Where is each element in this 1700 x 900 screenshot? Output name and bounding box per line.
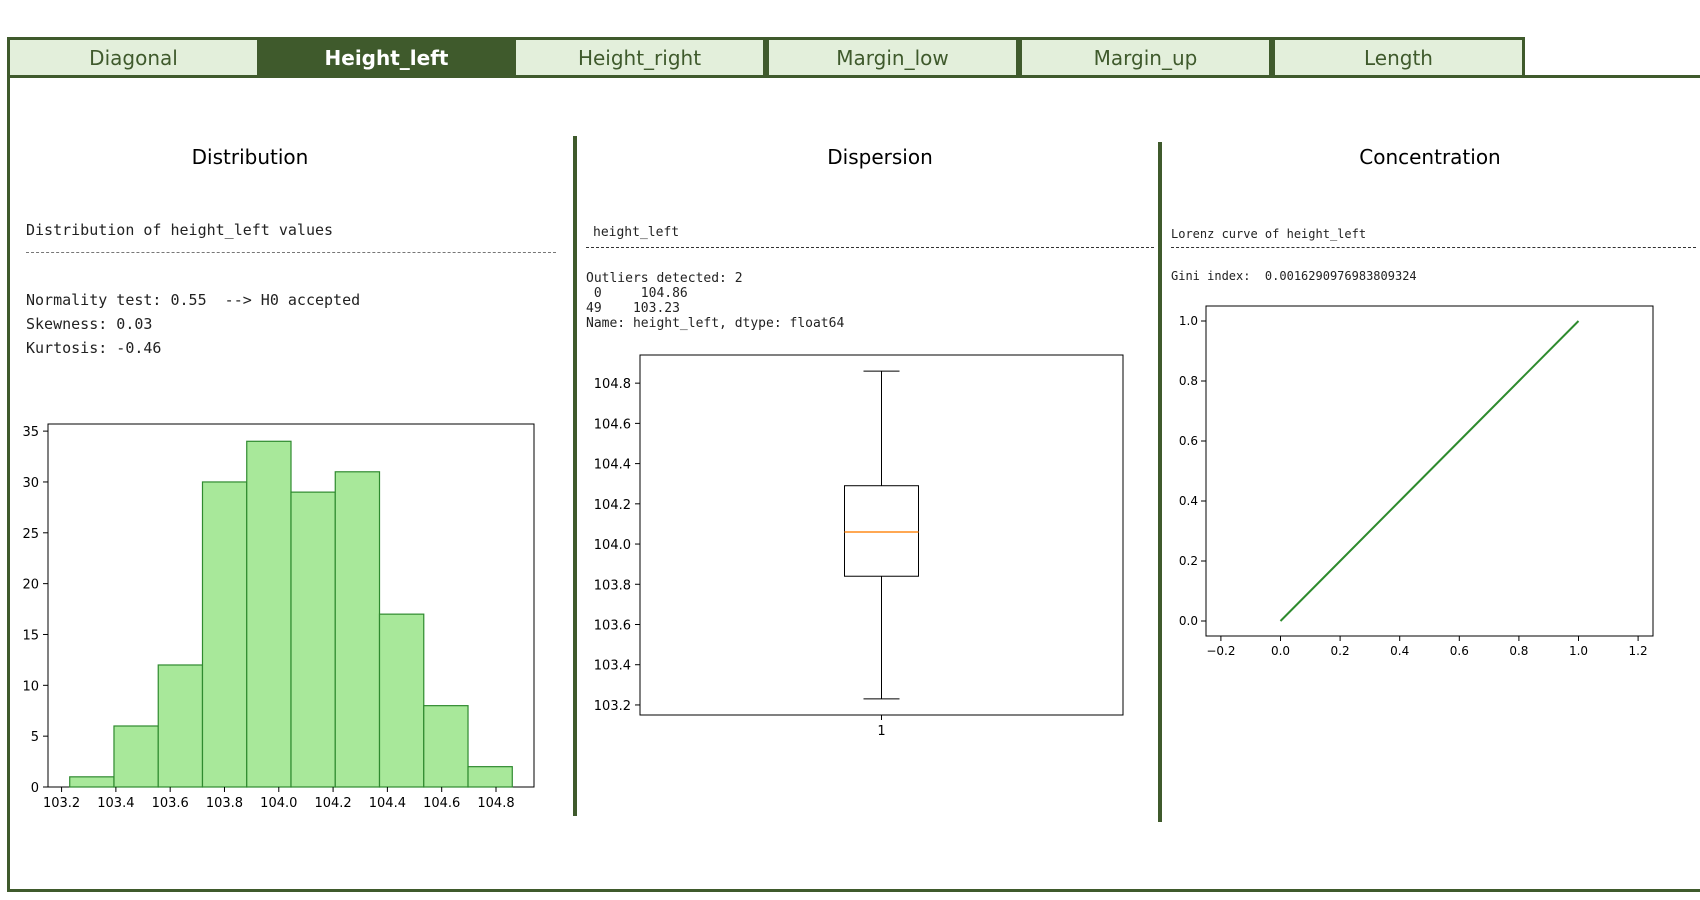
lorenz-x-tick-label: 0.0 — [1271, 644, 1290, 658]
histogram-bar — [113, 725, 159, 788]
divider-left — [573, 136, 577, 816]
tab-bar: Diagonal Height_left Height_right Margin… — [7, 37, 1525, 78]
distribution-rule — [26, 252, 556, 253]
histogram-y-tick-label: 35 — [22, 425, 39, 440]
dispersion-rule — [586, 247, 1154, 248]
histogram-bar — [157, 664, 204, 788]
tab-margin-up[interactable]: Margin_up — [1019, 37, 1272, 78]
outlier-row-1: 0 104.86 — [586, 286, 688, 301]
kurtosis-text: Kurtosis: -0.46 — [26, 339, 162, 357]
distribution-heading: Distribution of height_left values — [26, 221, 334, 239]
concentration-title: Concentration — [1359, 145, 1501, 169]
histogram-x-tick-label: 104.2 — [314, 796, 351, 811]
lorenz-curve-line — [1279, 320, 1580, 622]
tab-diagonal[interactable]: Diagonal — [7, 37, 260, 78]
boxplot-x-tick-label: 1 — [877, 724, 885, 739]
boxplot-y-tick-label: 104.6 — [594, 417, 631, 432]
histogram-chart: 103.2 103.4 103.6 103.8 104.0 104.2 104.4 104.6… — [22, 423, 535, 811]
histogram-bar — [246, 440, 292, 788]
lorenz-chart: −0.2 0.0 0.2 0.4 0.6 0.8 1.0 1.2 0.0 0.2 0.4 0.6 0.8… — [1179, 305, 1654, 658]
boxplot-y-tick-label: 103.6 — [594, 618, 631, 633]
normality-text: Normality test: 0.55 --> H0 accepted — [26, 291, 361, 309]
lorenz-x-tick-label: 0.4 — [1390, 644, 1409, 658]
histogram-x-tick-label: 103.4 — [97, 796, 134, 811]
boxplot-y-tick-label: 103.2 — [594, 699, 631, 714]
histogram-bar — [423, 705, 469, 788]
histogram-bar — [334, 471, 381, 788]
lorenz-x-tick-label: 1.0 — [1569, 644, 1588, 658]
histogram-x-tick-label: 104.0 — [260, 796, 297, 811]
lorenz-y-tick-label: 0.0 — [1179, 614, 1198, 628]
skewness-text: Skewness: 0.03 — [26, 315, 153, 333]
lorenz-y-tick-label: 0.6 — [1179, 434, 1198, 448]
histogram-y-tick-label: 5 — [31, 730, 39, 745]
histogram-bar — [467, 766, 513, 788]
histogram-x-tick-label: 104.8 — [477, 796, 514, 811]
divider-right — [1158, 142, 1162, 822]
gini-text: Gini index: 0.0016290976983809324 — [1171, 269, 1417, 283]
boxplot-box — [844, 485, 919, 577]
boxplot-y-tick-label: 103.8 — [594, 578, 631, 593]
boxplot-y-tick-label: 104.2 — [594, 498, 631, 513]
lorenz-y-tick-label: 0.8 — [1179, 374, 1198, 388]
lorenz-y-tick-label: 0.2 — [1179, 554, 1198, 568]
tab-height-right[interactable]: Height_right — [513, 37, 766, 78]
outliers-text: Outliers detected: 2 — [586, 271, 743, 286]
histogram-y-tick-label: 30 — [22, 476, 39, 491]
concentration-rule — [1171, 247, 1696, 248]
content-frame — [7, 75, 1700, 892]
lorenz-x-tick-label: 1.2 — [1629, 644, 1648, 658]
histogram-x-tick-label: 103.6 — [152, 796, 189, 811]
boxplot-y-tick-label: 104.8 — [594, 377, 631, 392]
tab-margin-low[interactable]: Margin_low — [766, 37, 1019, 78]
histogram-y-tick-label: 10 — [22, 679, 39, 694]
lorenz-x-tick-label: 0.6 — [1450, 644, 1469, 658]
tab-length[interactable]: Length — [1272, 37, 1525, 78]
boxplot-y-tick-label: 104.4 — [594, 458, 631, 473]
boxplot-y-tick-label: 103.4 — [594, 659, 631, 674]
concentration-heading: Lorenz curve of height_left — [1171, 227, 1367, 241]
lorenz-x-tick-label: −0.2 — [1206, 644, 1235, 658]
histogram-bar — [69, 776, 115, 788]
histogram-y-tick-label: 25 — [22, 527, 39, 542]
lorenz-y-tick-label: 0.4 — [1179, 494, 1198, 508]
boxplot-chart: 103.2 103.4 103.6 103.8 104.0 104.2 104.4 104.6… — [594, 354, 1124, 739]
histogram-bar — [201, 481, 248, 788]
histogram-x-tick-label: 103.2 — [43, 796, 80, 811]
dtype-text: Name: height_left, dtype: float64 — [586, 316, 845, 331]
histogram-x-tick-label: 103.8 — [206, 796, 243, 811]
histogram-y-tick-label: 0 — [31, 781, 39, 796]
dispersion-heading: height_left — [593, 225, 680, 240]
histogram-x-tick-label: 104.4 — [369, 796, 406, 811]
dispersion-title: Dispersion — [827, 145, 933, 169]
outlier-row-2: 49 103.23 — [586, 301, 680, 316]
tab-height-left[interactable]: Height_left — [260, 37, 513, 78]
histogram-y-tick-label: 15 — [22, 628, 39, 643]
lorenz-x-tick-label: 0.2 — [1331, 644, 1350, 658]
boxplot-y-tick-label: 104.0 — [594, 538, 631, 553]
histogram-bar — [290, 491, 336, 788]
histogram-x-tick-label: 104.6 — [423, 796, 460, 811]
histogram-bar — [378, 613, 425, 788]
distribution-title: Distribution — [191, 145, 309, 169]
lorenz-plot-area — [1205, 305, 1654, 637]
lorenz-y-tick-label: 1.0 — [1179, 314, 1198, 328]
lorenz-x-tick-label: 0.8 — [1509, 644, 1528, 658]
histogram-y-tick-label: 20 — [22, 578, 39, 593]
